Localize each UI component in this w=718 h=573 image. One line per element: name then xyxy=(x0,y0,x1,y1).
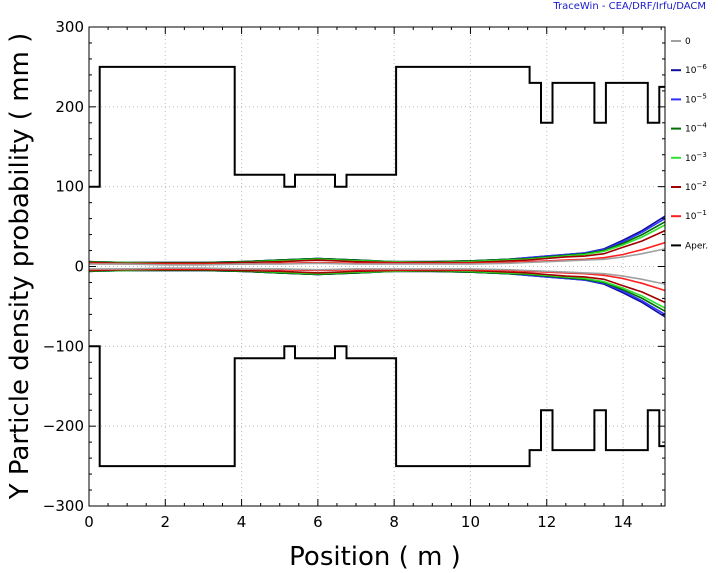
legend: 0 10−6 10−5 10−4 10−3 10−2 10−1 Aper. xyxy=(671,37,708,251)
series-line-lower xyxy=(89,267,666,285)
x-tick-label: 8 xyxy=(389,513,399,531)
x-tick-label: 0 xyxy=(84,513,94,531)
legend-label: 10−6 xyxy=(685,63,707,76)
aperture-lines xyxy=(89,65,665,468)
legend-label: 10−1 xyxy=(685,209,707,222)
legend-label: 0 xyxy=(685,37,691,47)
legend-label: 10−4 xyxy=(685,122,707,135)
x-tick-label: 6 xyxy=(313,513,323,531)
envelope-series xyxy=(88,215,666,318)
x-tick-label: 4 xyxy=(237,513,247,531)
y-tick-label: −300 xyxy=(43,497,84,515)
x-axis-title: Position ( m ) xyxy=(289,542,461,572)
y-tick-label: 200 xyxy=(55,98,84,116)
aperture-lower-line xyxy=(89,345,665,468)
grid xyxy=(89,27,665,506)
y-tick-label: 0 xyxy=(74,258,84,276)
x-tick-label: 14 xyxy=(613,513,632,531)
legend-label: 10−5 xyxy=(685,92,707,105)
y-tick-label: −100 xyxy=(43,337,84,355)
series-line-upper xyxy=(89,248,666,266)
legend-label: 10−3 xyxy=(685,151,707,164)
x-tick-label: 12 xyxy=(537,513,556,531)
axis-ticks: 0 2 4 6 8 10 12 14 −300 −200 −100 0 100 200 300 xyxy=(43,18,665,531)
y-tick-label: 300 xyxy=(55,18,84,36)
credit-label: TraceWin - CEA/DRF/Irfu/DACM xyxy=(553,1,706,12)
y-axis-title: Y Particle density probability ( mm ) xyxy=(5,33,35,501)
y-tick-label: −200 xyxy=(43,417,84,435)
x-tick-label: 2 xyxy=(161,513,171,531)
legend-label: Aper. xyxy=(685,241,708,251)
legend-label: 10−2 xyxy=(685,180,707,193)
aperture-upper-line xyxy=(89,65,665,188)
y-tick-label: 100 xyxy=(55,178,84,196)
x-tick-label: 10 xyxy=(461,513,480,531)
